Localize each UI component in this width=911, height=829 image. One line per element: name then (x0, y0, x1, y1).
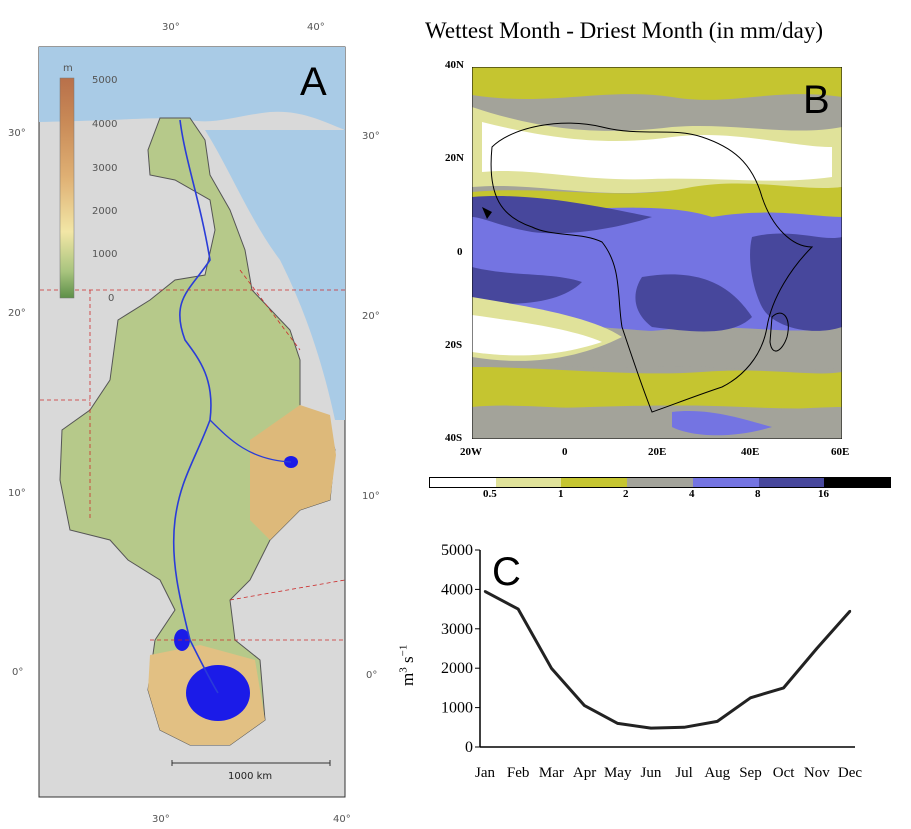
colorbar-swatch (692, 478, 759, 487)
precip-range-map (472, 67, 842, 439)
x-tick-label: Apr (573, 765, 596, 781)
colorbar-swatch (627, 478, 693, 487)
data-point (815, 647, 819, 650)
data-point (782, 686, 785, 690)
colorbar-swatch (561, 478, 628, 487)
blue-nile-river (209, 419, 292, 463)
colorbar-tick: 1 (558, 488, 564, 500)
top-tick: 40° (307, 22, 325, 33)
x-tick-label: Feb (507, 765, 530, 781)
right-tick: 10° (362, 491, 380, 502)
red-sea (205, 130, 345, 420)
legend-tick: 5000 (92, 75, 118, 86)
x-tick-label: Dec (838, 765, 862, 781)
y-tick-label: 5000 (441, 542, 473, 559)
lon-tick: 20E (648, 446, 667, 458)
panel-b-title: Wettest Month - Driest Month (in mm/day) (425, 18, 824, 43)
colorbar-tick: 4 (689, 488, 695, 500)
colorbar-swatch (758, 478, 825, 487)
x-tick-label: Nov (804, 765, 830, 781)
data-point (516, 607, 520, 611)
panel-c-letter: C (492, 550, 521, 594)
lon-tick: 20W (460, 446, 482, 458)
nile-river (172, 119, 219, 694)
data-point (749, 696, 752, 699)
panel-b-letter: B (803, 78, 830, 122)
x-tick-label: May (604, 765, 632, 781)
nile-basin-map (38, 46, 346, 798)
data-point (483, 590, 487, 593)
y-tick-label: 3000 (441, 621, 473, 638)
panel-c: C m3 s−1 5000 4000 3000 2000 1000 0 Jan Feb Mar A… (395, 530, 911, 829)
lat-tick: 40S (445, 432, 463, 444)
legend-unit-label: m (63, 63, 73, 74)
lon-tick: 0 (562, 446, 568, 458)
legend-tick: 3000 (92, 163, 118, 174)
elevation-colorbar (59, 77, 75, 299)
legend-tick: 0 (108, 293, 115, 304)
panel-b: Wettest Month - Driest Month (in mm/day)… (395, 0, 911, 520)
right-tick: 30° (362, 131, 380, 142)
y-tick-label: 1000 (441, 700, 473, 717)
legend-tick: 4000 (92, 119, 118, 130)
data-point (848, 609, 852, 613)
x-tick-label: Sep (739, 765, 762, 781)
left-tick: 10° (8, 488, 26, 499)
left-tick: 0° (12, 667, 24, 678)
y-tick-label: 2000 (441, 660, 473, 677)
top-tick: 30° (162, 22, 180, 33)
scale-bar (171, 760, 331, 766)
data-point (649, 726, 653, 730)
colorbar-swatch (824, 478, 891, 487)
lon-tick: 40E (741, 446, 760, 458)
legend-tick: 1000 (92, 249, 118, 260)
data-point (682, 726, 686, 729)
lat-tick: 20N (445, 152, 464, 164)
left-tick: 20° (8, 308, 26, 319)
x-tick-label: Mar (539, 765, 564, 781)
lon-tick: 60E (831, 446, 850, 458)
left-tick: 30° (8, 128, 26, 139)
x-tick-label: Aug (704, 765, 730, 781)
data-point (716, 720, 719, 723)
bottom-tick: 30° (152, 814, 170, 825)
x-tick-label: Jun (640, 765, 661, 781)
data-point (550, 667, 553, 670)
colorbar-tick: 0.5 (483, 488, 497, 500)
data-point (583, 704, 586, 707)
colorbar (429, 477, 891, 488)
right-tick: 0° (366, 670, 378, 681)
colorbar-swatch (430, 478, 496, 487)
x-tick-label: Jul (675, 765, 693, 781)
mediterranean-sea (39, 47, 345, 130)
legend-tick: 2000 (92, 206, 118, 217)
colorbar-tick: 16 (818, 488, 829, 500)
ethiopian-highlands (250, 405, 336, 540)
x-tick-label: Oct (773, 765, 795, 781)
colorbar-tick: 2 (623, 488, 629, 500)
lat-tick: 40N (445, 59, 464, 71)
panel-a: A m 5000 4000 3000 2000 1000 0 30° 40° 3… (0, 0, 390, 829)
lat-tick: 20S (445, 339, 463, 351)
right-tick: 20° (362, 311, 380, 322)
lat-tick: 0 (457, 246, 463, 258)
colorbar-tick: 8 (755, 488, 761, 500)
y-tick-label: 0 (465, 739, 473, 756)
bottom-tick: 40° (333, 814, 351, 825)
panel-a-letter: A (300, 60, 327, 104)
scale-bar-label: 1000 km (228, 771, 273, 782)
colorbar-swatch (495, 478, 562, 487)
y-tick-label: 4000 (441, 581, 473, 598)
discharge-line (484, 590, 852, 730)
data-point (616, 722, 619, 725)
x-tick-label: Jan (475, 765, 495, 781)
country-borders (40, 269, 346, 641)
